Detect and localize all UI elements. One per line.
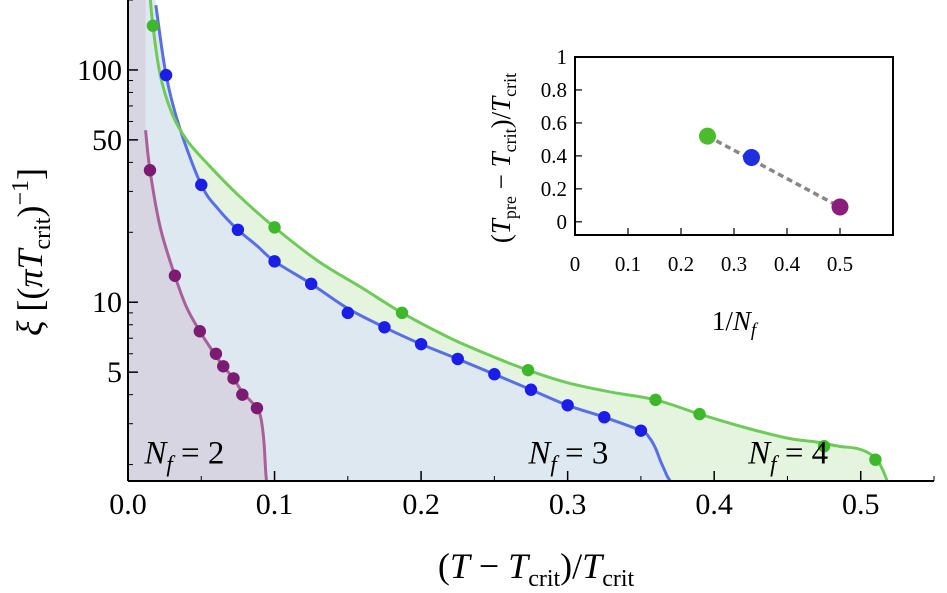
x-axis-title: (T − Tcrit)/Tcrit (438, 546, 635, 592)
inset-x-tick-label: 0.2 (668, 252, 694, 276)
y-tick-label: 5 (107, 356, 122, 389)
data-point-nf3 (524, 383, 538, 396)
data-point-nf3 (414, 337, 428, 351)
inset-x-tick-label: 0.4 (774, 252, 801, 276)
region-fill-3 (128, 0, 671, 481)
inset-data-point (742, 149, 760, 167)
inset-chart: 0 0.1 0.2 0.3 0.4 0.500.20.40.60.81 1/Nf (Tpr… (486, 45, 894, 341)
inset-y-tick-label: 0 (557, 210, 568, 234)
data-point-nf2 (168, 269, 182, 282)
data-point-nf3 (451, 352, 464, 366)
data-point-nf2 (250, 401, 264, 415)
data-point-nf4 (395, 306, 409, 320)
data-point-nf3 (195, 178, 208, 192)
data-point-nf2 (209, 347, 223, 360)
region-label-nf4: Nf = 4 (747, 436, 828, 477)
inset-marks (699, 127, 849, 216)
data-point-nf2 (193, 325, 207, 338)
inset-y-tick-label: 0.4 (541, 144, 568, 168)
data-point-nf3 (634, 424, 648, 437)
inset-frame (574, 56, 894, 236)
y-tick-label: 100 (77, 54, 122, 87)
inset-y-tick-label: 1 (557, 45, 568, 69)
inset-y-tick-label: 0.2 (541, 177, 567, 201)
data-point-nf4 (146, 19, 160, 32)
data-point-nf4 (268, 221, 281, 234)
y-tick-label: 50 (92, 124, 122, 157)
series-curve-nf3 (154, 4, 672, 481)
inset-x-tick-label: 0.5 (827, 252, 853, 276)
inset-y-axis-title: (Tpre − Tcrit)/Tcrit (486, 73, 520, 243)
x-tick-label: 0.0 (109, 488, 147, 521)
x-tick-label: 0.4 (695, 488, 733, 521)
data-point-nf3 (378, 321, 391, 334)
series-points (143, 19, 882, 466)
data-point-nf4 (693, 407, 706, 421)
data-point-nf3 (341, 306, 355, 320)
x-tick-label: 0.1 (256, 488, 294, 521)
inset-data-point (831, 198, 849, 216)
inset-y-tick-label: 0.8 (541, 78, 567, 102)
data-point-nf2 (143, 164, 157, 177)
x-tick-label: 0.2 (402, 488, 440, 521)
inset-ticks: 0 0.1 0.2 0.3 0.4 0.5 0 0.2 0.4 0.6 0.8 1 (541, 45, 853, 276)
inset-x-tick-label: 0.1 (615, 252, 641, 276)
x-tick-label: 0.5 (842, 488, 880, 521)
inset-x-tick-label: 0.3 (721, 252, 747, 276)
inset-y-tick-label: 0.6 (541, 111, 567, 135)
y-tick-label: 10 (92, 286, 122, 319)
data-point-nf2 (217, 360, 230, 373)
region-label-nf3: Nf = 3 (527, 436, 608, 477)
data-point-nf3 (304, 277, 318, 291)
region-label-nf2: Nf = 2 (143, 436, 224, 477)
inset-data-point (699, 127, 716, 145)
x-tick-label: 0.3 (549, 488, 587, 521)
region-fill-2 (128, 0, 267, 481)
data-point-nf2 (236, 388, 249, 401)
y-axis-title: ξ [(πTcrit)−1] (8, 168, 56, 336)
region-labels: Nf = 2 Nf = 3 Nf = 4 (143, 436, 828, 477)
data-point-nf3 (231, 223, 245, 237)
data-point-nf2 (227, 372, 240, 385)
data-point-nf3 (598, 410, 611, 424)
data-point-nf3 (561, 399, 574, 412)
inset-fit-line (706, 134, 841, 209)
data-point-nf3 (159, 68, 173, 82)
inset-x-tick-label: 0 (570, 252, 581, 276)
region-fills (128, 0, 888, 481)
data-point-nf4 (869, 453, 882, 466)
data-point-nf4 (521, 363, 535, 377)
data-point-nf4 (649, 393, 662, 407)
data-point-nf4 (817, 440, 831, 453)
data-point-nf3 (268, 255, 281, 268)
data-point-nf3 (488, 368, 501, 381)
